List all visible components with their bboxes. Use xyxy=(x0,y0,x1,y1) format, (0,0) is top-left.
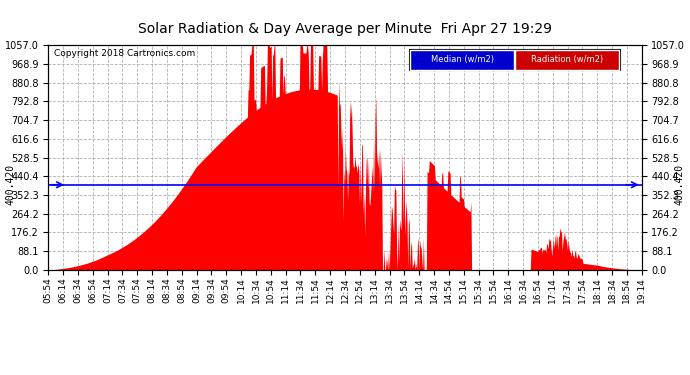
Text: 400.420: 400.420 xyxy=(674,164,684,206)
Text: Radiation (w/m2): Radiation (w/m2) xyxy=(531,55,603,64)
FancyBboxPatch shape xyxy=(411,50,514,70)
Text: Median (w/m2): Median (w/m2) xyxy=(431,55,494,64)
Text: Solar Radiation & Day Average per Minute  Fri Apr 27 19:29: Solar Radiation & Day Average per Minute… xyxy=(138,22,552,36)
Text: Copyright 2018 Cartronics.com: Copyright 2018 Cartronics.com xyxy=(55,50,195,58)
Text: 400.420: 400.420 xyxy=(6,164,16,206)
FancyBboxPatch shape xyxy=(515,50,619,70)
